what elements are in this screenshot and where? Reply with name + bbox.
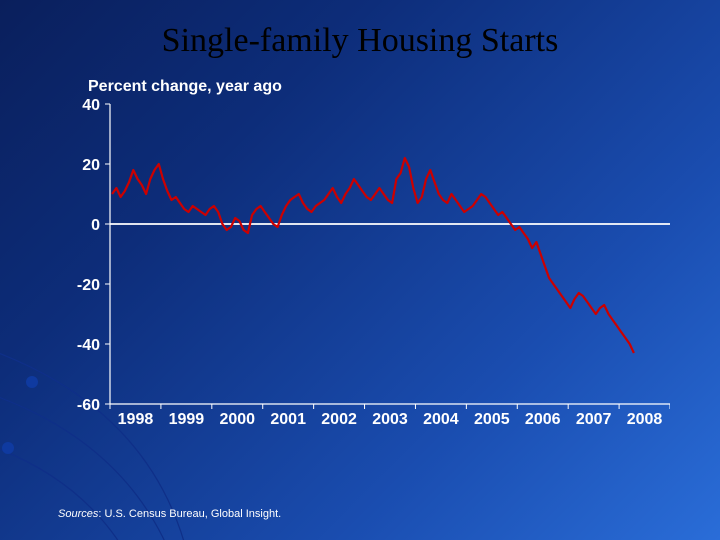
y-tick-label: -20 — [77, 277, 100, 294]
sources-lead: Sources — [58, 508, 98, 520]
x-tick-label: 2004 — [423, 411, 459, 428]
chart-title: Single-family Housing Starts — [0, 22, 720, 60]
chart-subtitle: Percent change, year ago — [88, 78, 282, 96]
y-tick-label: 0 — [91, 217, 100, 234]
sources-body: : U.S. Census Bureau, Global Insight. — [98, 508, 281, 520]
x-tick-label: 1998 — [118, 411, 154, 428]
x-tick-label: 1999 — [169, 411, 205, 428]
sources-text: Sources: U.S. Census Bureau, Global Insi… — [58, 508, 281, 520]
x-tick-label: 2006 — [525, 411, 561, 428]
y-tick-label: 20 — [82, 157, 100, 174]
data-series-line — [112, 158, 634, 353]
y-tick-label: 40 — [82, 98, 100, 114]
slide-root: Single-family Housing Starts Percent cha… — [0, 0, 720, 540]
y-tick-label: -40 — [77, 337, 100, 354]
x-tick-label: 2000 — [219, 411, 255, 428]
x-tick-label: 2005 — [474, 411, 510, 428]
x-tick-label: 2001 — [270, 411, 306, 428]
x-tick-label: 2007 — [576, 411, 612, 428]
housing-starts-chart: 40 20 0 -20 -40 -60 1998 1999 2000 2001 2002 2003 20… — [70, 98, 670, 428]
x-tick-label: 2003 — [372, 411, 408, 428]
x-tick-label: 2002 — [321, 411, 357, 428]
x-tick-label: 2008 — [627, 411, 663, 428]
y-tick-label: -60 — [77, 397, 100, 414]
